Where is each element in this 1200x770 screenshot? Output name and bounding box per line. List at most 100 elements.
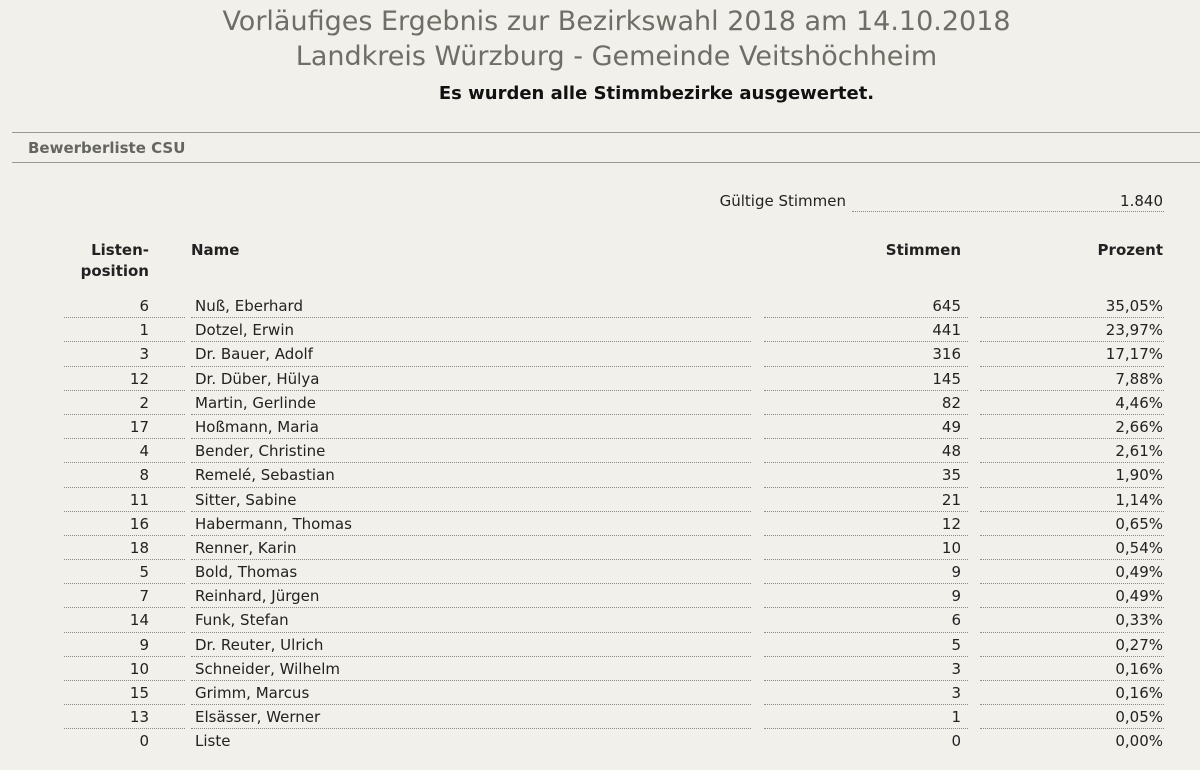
row-underline bbox=[980, 631, 1164, 633]
row-underline bbox=[764, 486, 968, 488]
cell-position: 12 bbox=[129, 369, 149, 388]
cell-name: Dr. Reuter, Ulrich bbox=[195, 635, 324, 654]
cell-votes: 49 bbox=[941, 417, 961, 436]
row-underline bbox=[191, 389, 751, 391]
status-message: Es wurden alle Stimmbezirke ausgewertet. bbox=[438, 83, 875, 104]
table-row: 13 Elsässer, Werner 1 0,05% bbox=[0, 705, 1200, 730]
cell-percent: 0,65% bbox=[1115, 514, 1163, 533]
cell-name: Reinhard, Jürgen bbox=[195, 587, 320, 606]
row-underline bbox=[191, 680, 751, 681]
row-underline bbox=[64, 462, 185, 464]
cell-percent: 0,27% bbox=[1115, 635, 1163, 654]
column-header-position: Listen- position bbox=[64, 240, 149, 282]
cell-votes: 3 bbox=[951, 684, 961, 702]
cell-votes: 10 bbox=[941, 538, 961, 557]
row-underline bbox=[764, 438, 968, 440]
cell-votes: 82 bbox=[941, 393, 961, 412]
column-header-percent: Prozent bbox=[1097, 241, 1163, 259]
cell-percent: 1,14% bbox=[1115, 490, 1163, 509]
cell-percent: 0,16% bbox=[1115, 659, 1163, 678]
table-row: 15 Grimm, Marcus 3 0,16% bbox=[0, 681, 1200, 706]
cell-votes: 6 bbox=[951, 611, 961, 630]
valid-votes-label: Gültige Stimmen bbox=[719, 192, 846, 210]
cell-name: Elsässer, Werner bbox=[195, 708, 321, 727]
cell-position: 0 bbox=[139, 732, 149, 751]
row-underline bbox=[191, 341, 751, 343]
row-underline bbox=[980, 655, 1164, 657]
row-underline bbox=[64, 680, 185, 681]
row-underline bbox=[980, 462, 1164, 464]
cell-percent: 35,05% bbox=[1105, 297, 1163, 315]
row-underline bbox=[764, 631, 968, 633]
cell-name: Funk, Stefan bbox=[195, 611, 289, 630]
table-row: 7 Reinhard, Jürgen 9 0,49% bbox=[0, 584, 1200, 609]
cell-votes: 9 bbox=[951, 587, 961, 606]
row-underline bbox=[64, 607, 185, 609]
page-subtitle: Landkreis Würzburg - Gemeinde Veitshöchh… bbox=[295, 41, 938, 72]
row-underline bbox=[764, 365, 968, 367]
row-underline bbox=[980, 728, 1164, 730]
row-underline bbox=[64, 631, 185, 633]
row-underline bbox=[64, 365, 185, 367]
cell-votes: 35 bbox=[941, 466, 961, 485]
row-underline bbox=[980, 583, 1164, 585]
cell-percent: 4,46% bbox=[1115, 393, 1163, 412]
row-underline bbox=[64, 389, 185, 391]
row-underline bbox=[64, 704, 185, 706]
row-underline bbox=[191, 655, 751, 657]
page-title: Vorläufiges Ergebnis zur Bezirkswahl 201… bbox=[222, 6, 1011, 37]
cell-percent: 0,00% bbox=[1115, 732, 1163, 751]
cell-position: 16 bbox=[129, 514, 149, 533]
cell-position: 11 bbox=[129, 490, 149, 509]
cell-name: Dr. Bauer, Adolf bbox=[195, 345, 313, 364]
table-row: 9 Dr. Reuter, Ulrich 5 0,27% bbox=[0, 633, 1200, 657]
table-row: 5 Bold, Thomas 9 0,49% bbox=[0, 560, 1200, 585]
valid-votes-value: 1.840 bbox=[1120, 192, 1163, 210]
cell-percent: 2,66% bbox=[1115, 417, 1163, 436]
cell-votes: 645 bbox=[932, 297, 961, 315]
cell-percent: 0,16% bbox=[1115, 684, 1163, 702]
row-underline bbox=[64, 413, 185, 415]
cell-percent: 2,61% bbox=[1115, 442, 1163, 461]
row-underline bbox=[64, 438, 185, 440]
table-row: 16 Habermann, Thomas 12 0,65% bbox=[0, 512, 1200, 536]
row-underline bbox=[980, 510, 1164, 512]
cell-votes: 5 bbox=[951, 635, 961, 654]
section-divider-bottom bbox=[12, 162, 1200, 163]
cell-percent: 23,97% bbox=[1105, 321, 1163, 340]
cell-votes: 145 bbox=[932, 369, 961, 388]
row-underline bbox=[64, 317, 185, 319]
cell-votes: 0 bbox=[951, 732, 961, 751]
cell-percent: 7,88% bbox=[1115, 369, 1163, 388]
cell-votes: 9 bbox=[951, 563, 961, 582]
section-title: Bewerberliste CSU bbox=[28, 139, 186, 157]
row-underline bbox=[980, 438, 1164, 440]
row-underline bbox=[764, 655, 968, 657]
cell-votes: 21 bbox=[941, 490, 961, 509]
row-underline bbox=[191, 631, 751, 633]
row-underline bbox=[64, 583, 185, 585]
row-underline bbox=[191, 607, 751, 609]
table-row: 3 Dr. Bauer, Adolf 316 17,17% bbox=[0, 342, 1200, 367]
cell-name: Grimm, Marcus bbox=[195, 684, 310, 702]
table-row: 1 Dotzel, Erwin 441 23,97% bbox=[0, 318, 1200, 343]
cell-position: 10 bbox=[129, 659, 149, 678]
cell-position: 17 bbox=[129, 417, 149, 436]
row-underline bbox=[64, 655, 185, 657]
cell-votes: 12 bbox=[941, 514, 961, 533]
cell-votes: 316 bbox=[932, 345, 961, 364]
row-underline bbox=[64, 559, 185, 561]
row-underline bbox=[980, 341, 1164, 343]
row-underline bbox=[980, 680, 1164, 681]
row-underline bbox=[64, 534, 185, 536]
cell-votes: 441 bbox=[932, 321, 961, 340]
cell-percent: 0,33% bbox=[1115, 611, 1163, 630]
cell-name: Liste bbox=[195, 732, 231, 751]
table-row: 17 Hoßmann, Maria 49 2,66% bbox=[0, 415, 1200, 440]
row-underline bbox=[191, 486, 751, 488]
cell-percent: 0,49% bbox=[1115, 563, 1163, 582]
row-underline bbox=[980, 559, 1164, 561]
results-table: 6 Nuß, Eberhard 645 35,05% 1 Dotzel, Erw… bbox=[0, 294, 1200, 754]
row-underline bbox=[764, 704, 968, 706]
cell-name: Dr. Düber, Hülya bbox=[195, 369, 320, 388]
